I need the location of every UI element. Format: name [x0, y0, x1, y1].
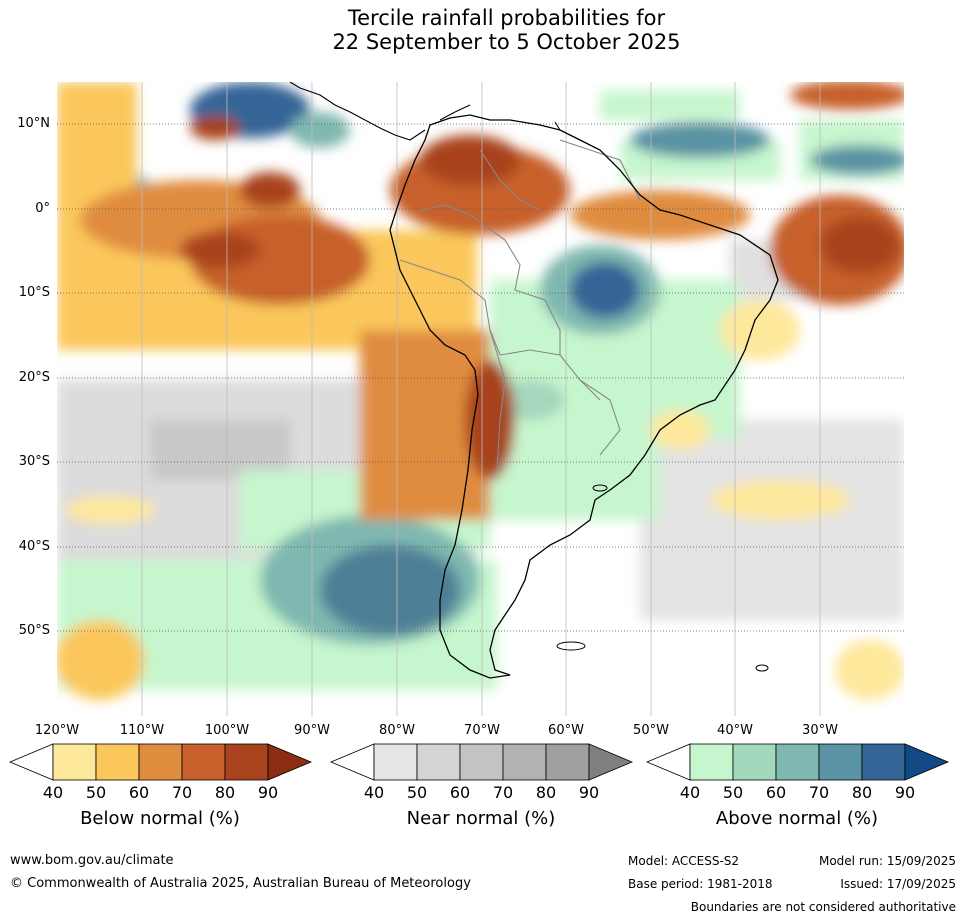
colorbar-segment — [95, 743, 140, 781]
coastline-caribbean — [439, 104, 561, 131]
lon-label-30w: 30°W — [802, 723, 838, 738]
south-georgia — [755, 664, 769, 672]
colorbar-tick-label: 90 — [257, 783, 279, 802]
colorbar-below-normal — [8, 743, 313, 781]
colorbar-segment — [588, 743, 634, 781]
lon-label-120w: 120°W — [34, 723, 80, 738]
colorbar-segment — [545, 743, 590, 781]
title-line-2: 22 September to 5 October 2025 — [332, 30, 681, 54]
colorbar-segment — [645, 743, 691, 781]
lon-label-50w: 50°W — [633, 723, 669, 738]
above-normal-title: Above normal (%) — [715, 808, 879, 829]
colorbar-above-normal — [645, 743, 950, 781]
footer-model: Model: ACCESS-S2 — [628, 854, 740, 868]
lat-label-50s: 50°S — [18, 623, 50, 638]
colorbar-tick-label: 80 — [535, 783, 557, 802]
colorbar-tick-label: 40 — [679, 783, 701, 802]
lon-label-80w: 80°W — [379, 723, 415, 738]
colorbar-tick-label: 40 — [363, 783, 385, 802]
lat-label-10s: 10°S — [18, 285, 50, 300]
meridians — [141, 82, 821, 716]
footer-url: www.bom.gov.au/climate — [10, 853, 174, 868]
footer-model-run: Model run: 15/09/2025 — [818, 854, 956, 868]
colorbar-segment — [818, 743, 863, 781]
colorbar-segment — [181, 743, 226, 781]
falkland-islands — [556, 641, 586, 651]
lon-label-90w: 90°W — [294, 723, 330, 738]
colorbar-tick-label: 50 — [722, 783, 744, 802]
colorbar-near-normal — [329, 743, 634, 781]
lon-label-100w: 100°W — [204, 723, 250, 738]
colorbar-segment — [861, 743, 906, 781]
colorbar-segment — [689, 743, 734, 781]
colorbar-segment — [775, 743, 820, 781]
rio-de-la-plata — [592, 484, 608, 492]
probability-field — [57, 82, 904, 700]
colorbar-segment — [267, 743, 313, 781]
colorbar-tick-label: 40 — [42, 783, 64, 802]
colorbar-segment — [138, 743, 183, 781]
lon-label-110w: 110°W — [119, 723, 165, 738]
footer-disclaimer: Boundaries are not considered authoritat… — [690, 900, 956, 914]
lon-label-70w: 70°W — [464, 723, 500, 738]
colorbar-tick-label: 60 — [449, 783, 471, 802]
colorbar-tick-label: 70 — [492, 783, 514, 802]
graticule — [57, 123, 904, 632]
colorbar-tick-label: 80 — [214, 783, 236, 802]
colorbar-segment — [329, 743, 375, 781]
country-borders — [399, 139, 641, 471]
colorbar-segment — [732, 743, 777, 781]
colorbar-segment — [459, 743, 504, 781]
colorbar-tick-label: 60 — [765, 783, 787, 802]
colorbar-segment — [416, 743, 461, 781]
colorbar-tick-label: 50 — [406, 783, 428, 802]
colorbar-tick-label: 70 — [808, 783, 830, 802]
footer-base-period: Base period: 1981-2018 — [628, 877, 773, 891]
colorbar-segment — [52, 743, 97, 781]
title-line-1: Tercile rainfall probabilities for — [347, 6, 666, 30]
colorbar-tick-label: 90 — [894, 783, 916, 802]
colorbar-tick-label: 80 — [851, 783, 873, 802]
colorbar-segment — [8, 743, 54, 781]
colorbar-segment — [373, 743, 418, 781]
lon-label-60w: 60°W — [548, 723, 584, 738]
colorbar-segment — [904, 743, 950, 781]
lon-label-40w: 40°W — [717, 723, 753, 738]
lat-label-40s: 40°S — [18, 539, 50, 554]
footer-copyright: © Commonwealth of Australia 2025, Austra… — [10, 876, 471, 891]
colorbar-tick-label: 50 — [85, 783, 107, 802]
footer-issued: Issued: 17/09/2025 — [840, 877, 956, 891]
below-normal-title: Below normal (%) — [80, 808, 240, 829]
colorbar-segment — [502, 743, 547, 781]
colorbar-segment — [224, 743, 269, 781]
lat-label-10n: 10°N — [17, 116, 50, 131]
lat-label-0: 0° — [35, 201, 50, 216]
coastline-central-america — [289, 82, 426, 141]
near-normal-title: Near normal (%) — [406, 808, 556, 829]
coastline-south-america — [389, 114, 779, 679]
colorbar-tick-label: 70 — [171, 783, 193, 802]
colorbar-tick-label: 60 — [128, 783, 150, 802]
lat-label-30s: 30°S — [18, 454, 50, 469]
colorbar-tick-label: 90 — [578, 783, 600, 802]
map-title: Tercile rainfall probabilities for 22 Se… — [0, 6, 965, 54]
lat-label-20s: 20°S — [18, 370, 50, 385]
